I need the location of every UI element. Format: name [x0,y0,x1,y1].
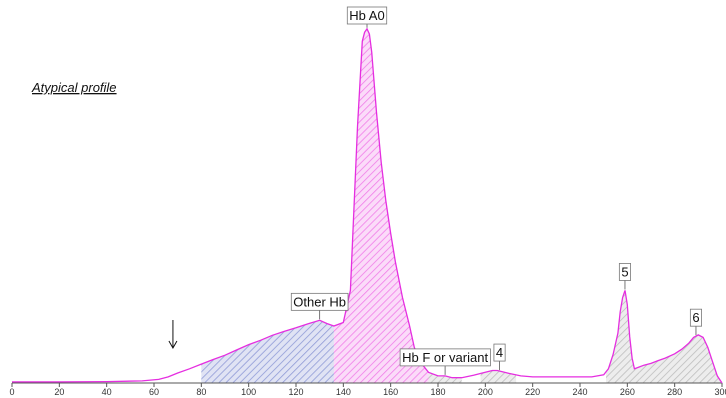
peak-label-box [689,308,702,327]
shaded-peak-regions [201,28,722,384]
x-tick-label: 120 [288,387,303,397]
x-tick-label: 80 [196,387,206,397]
down-arrow-icon [168,320,178,350]
peak-label-box [399,348,491,367]
peak-region-4 [480,370,517,383]
peak-label: 5 [621,264,628,279]
chromatogram-trace [12,27,723,384]
x-tick-label: 100 [241,387,256,397]
peak-region-6 [639,334,722,383]
peak-label-box [493,343,506,362]
peak-label-box [618,263,631,281]
x-tick-label: 40 [102,387,112,397]
peak-label: Other Hb [293,294,346,309]
peak-label-group: Hb F or variant [399,348,491,375]
peak-label: 4 [496,345,503,360]
peak-region-5 [606,290,640,383]
x-tick-label: 240 [572,387,587,397]
peak-label-group: Hb A0 [346,6,388,28]
peak-region-3 [428,372,462,383]
peak-labels: Hb A0 Other Hb Hb F or variant 4 5 6 [290,6,702,375]
x-tick-label: 0 [9,387,14,397]
x-tick-label: 260 [620,387,635,397]
peak-label-group: 4 [493,343,506,371]
x-tick-label: 20 [54,387,64,397]
profile-subtitle: Atypical profile [31,80,117,95]
x-tick-label: 140 [336,387,351,397]
peak-label-box [346,6,388,25]
x-axis-ticks: 0 20 40 60 80 100 120 140 160 180 200 220 240 260 280 3… [9,383,726,397]
peak-label: Hb F or variant [402,350,488,365]
peak-label-group: 5 [618,263,631,290]
peak-region-1 [201,320,334,383]
x-tick-label: 60 [149,387,159,397]
x-tick-label: 180 [430,387,445,397]
peak-label-box [290,292,349,311]
peak-label-group: 6 [689,308,702,336]
peak-label: Hb A0 [349,8,384,23]
peak-label: 6 [692,310,699,325]
x-tick-label: 220 [525,387,540,397]
peak-region-2 [333,28,429,384]
x-tick-label: 200 [478,387,493,397]
peak-label-group: Other Hb [290,292,349,320]
x-tick-label: 160 [383,387,398,397]
x-tick-label: 280 [667,387,682,397]
x-tick-label: 300 [714,387,726,397]
